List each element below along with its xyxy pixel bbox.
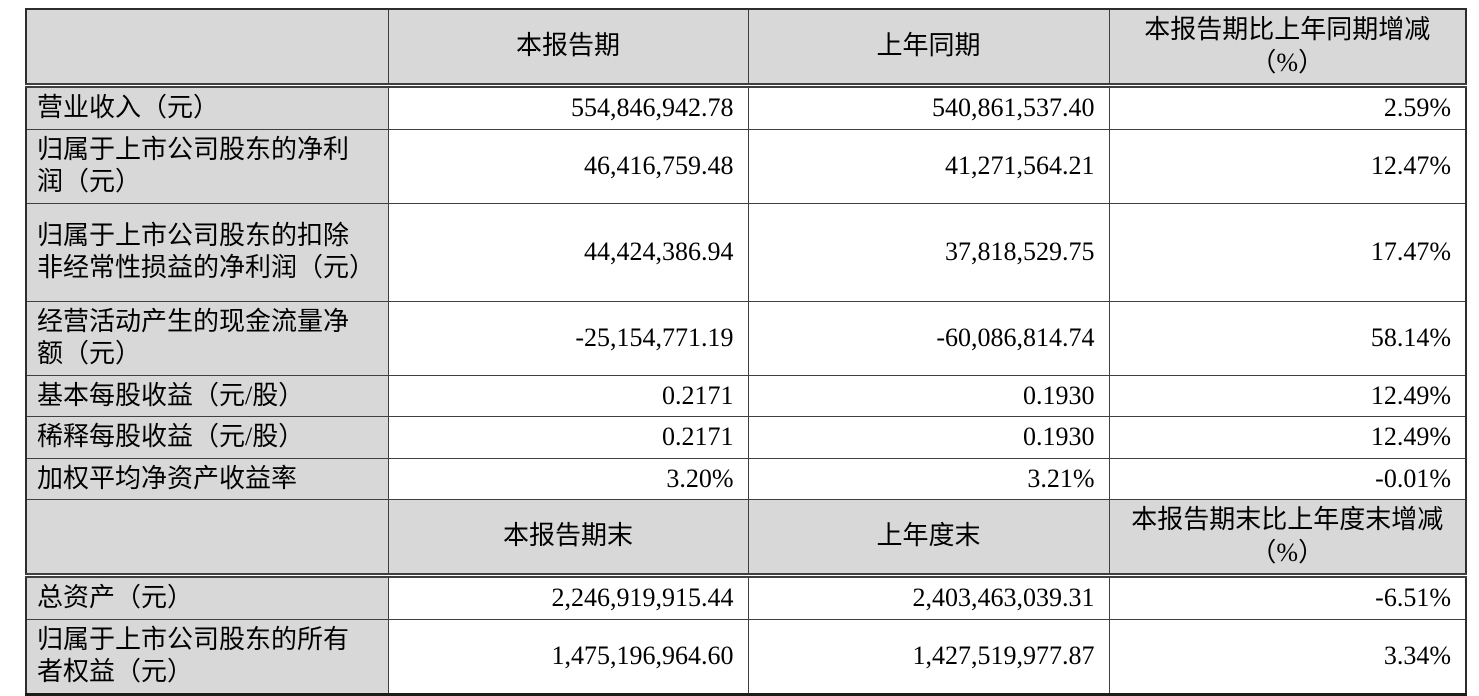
- change-percent-value: 3.34%: [1108, 618, 1467, 695]
- current-period-value: -25,154,771.19: [387, 300, 749, 376]
- header-current-period: 本报告期: [387, 8, 749, 88]
- row-label-net-profit-excl-nonrecurring: 归属于上市公司股东的扣除非经常性损益的净利润（元）: [25, 202, 389, 302]
- current-period-value: 44,424,386.94: [387, 202, 749, 302]
- change-percent-value: 12.49%: [1108, 374, 1467, 417]
- header-change-percent-year-end: 本报告期末比上年度末增减（%）: [1108, 499, 1467, 578]
- change-percent-value: 12.49%: [1108, 416, 1467, 459]
- header-period-end: 本报告期末: [387, 499, 749, 578]
- row-label-total-assets: 总资产（元）: [25, 575, 389, 620]
- prior-period-value: 1,427,519,977.87: [747, 618, 1110, 695]
- change-percent-value: -0.01%: [1108, 457, 1467, 500]
- table-row: 营业收入（元） 554,846,942.78 540,861,537.40 2.…: [25, 85, 1467, 130]
- prior-period-value: 0.1930: [747, 416, 1110, 459]
- prior-period-value: -60,086,814.74: [747, 300, 1110, 376]
- row-label-net-profit: 归属于上市公司股东的净利润（元）: [25, 128, 389, 204]
- current-period-value: 1,475,196,964.60: [387, 618, 749, 695]
- prior-period-value: 41,271,564.21: [747, 128, 1110, 204]
- prior-period-value: 2,403,463,039.31: [747, 575, 1110, 620]
- header-change-percent: 本报告期比上年同期增减（%）: [1108, 8, 1467, 88]
- prior-period-value: 37,818,529.75: [747, 202, 1110, 302]
- table-row: 经营活动产生的现金流量净额（元） -25,154,771.19 -60,086,…: [25, 300, 1467, 376]
- change-percent-value: 2.59%: [1108, 85, 1467, 130]
- current-period-value: 3.20%: [387, 457, 749, 500]
- prior-period-value: 3.21%: [747, 457, 1110, 500]
- current-period-value: 2,246,919,915.44: [387, 575, 749, 620]
- table-row: 加权平均净资产收益率 3.20% 3.21% -0.01%: [25, 457, 1467, 500]
- table-row: 归属于上市公司股东的所有者权益（元） 1,475,196,964.60 1,42…: [25, 618, 1467, 695]
- change-percent-value: 12.47%: [1108, 128, 1467, 204]
- current-period-value: 554,846,942.78: [387, 85, 749, 130]
- blank-header-cell: [25, 8, 389, 88]
- header-prior-period: 上年同期: [747, 8, 1110, 88]
- row-label-diluted-eps: 稀释每股收益（元/股）: [25, 416, 389, 459]
- prior-period-value: 540,861,537.40: [747, 85, 1110, 130]
- header-prior-year-end: 上年度末: [747, 499, 1110, 578]
- current-period-value: 46,416,759.48: [387, 128, 749, 204]
- table-header-row-period-end: 本报告期末 上年度末 本报告期末比上年度末增减（%）: [25, 499, 1467, 578]
- table-row: 总资产（元） 2,246,919,915.44 2,403,463,039.31…: [25, 575, 1467, 620]
- row-label-operating-revenue: 营业收入（元）: [25, 85, 389, 130]
- current-period-value: 0.2171: [387, 416, 749, 459]
- row-label-weighted-avg-roe: 加权平均净资产收益率: [25, 457, 389, 500]
- table-row: 稀释每股收益（元/股） 0.2171 0.1930 12.49%: [25, 416, 1467, 459]
- current-period-value: 0.2171: [387, 374, 749, 417]
- table-header-row-current-period: 本报告期 上年同期 本报告期比上年同期增减（%）: [25, 8, 1467, 88]
- change-percent-value: -6.51%: [1108, 575, 1467, 620]
- prior-period-value: 0.1930: [747, 374, 1110, 417]
- table-row: 基本每股收益（元/股） 0.2171 0.1930 12.49%: [25, 374, 1467, 417]
- change-percent-value: 58.14%: [1108, 300, 1467, 376]
- row-label-basic-eps: 基本每股收益（元/股）: [25, 374, 389, 417]
- row-label-shareholders-equity: 归属于上市公司股东的所有者权益（元）: [25, 618, 389, 695]
- blank-header-cell: [25, 499, 389, 578]
- financial-summary-table: 本报告期 上年同期 本报告期比上年同期增减（%） 营业收入（元） 554,846…: [25, 8, 1467, 696]
- change-percent-value: 17.47%: [1108, 202, 1467, 302]
- table-row: 归属于上市公司股东的净利润（元） 46,416,759.48 41,271,56…: [25, 128, 1467, 204]
- row-label-operating-cash-flow: 经营活动产生的现金流量净额（元）: [25, 300, 389, 376]
- table-row: 归属于上市公司股东的扣除非经常性损益的净利润（元） 44,424,386.94 …: [25, 202, 1467, 302]
